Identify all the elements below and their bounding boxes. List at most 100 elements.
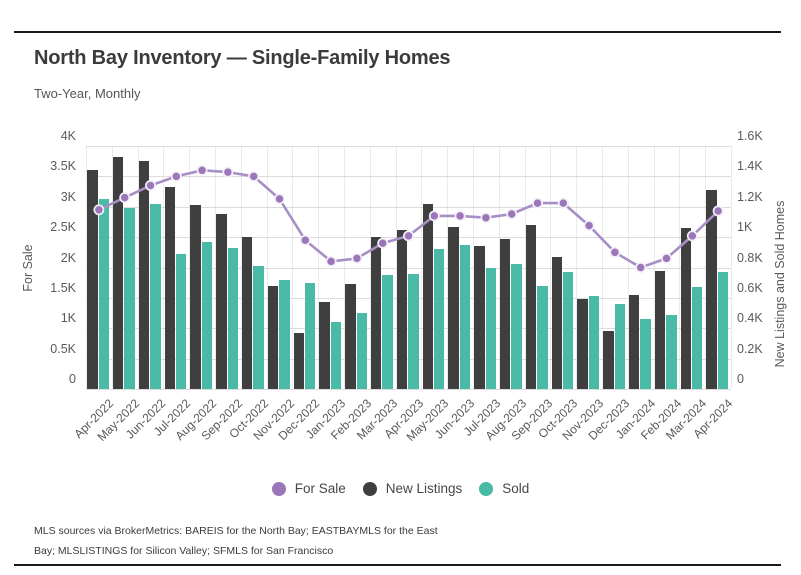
bar-sold [98, 199, 109, 389]
legend-label: For Sale [294, 481, 346, 496]
bar-new-listings [551, 256, 562, 389]
bar-new-listings [164, 187, 175, 389]
bar-new-listings [680, 228, 691, 389]
right-axis-tick-label: 0 [737, 372, 744, 386]
bar-new-listings [422, 203, 433, 389]
bar-sold [201, 241, 213, 389]
bar-sold [692, 287, 703, 389]
gridline-horizontal [86, 146, 731, 147]
chart-title: North Bay Inventory — Single-Family Home… [34, 47, 451, 69]
bar-new-listings [396, 229, 408, 389]
gridline-horizontal [86, 389, 731, 390]
gridline-vertical [731, 146, 732, 389]
bar-new-listings [500, 238, 511, 389]
bar-sold [382, 275, 393, 389]
for-sale-point [222, 166, 234, 178]
for-sale-point [506, 208, 518, 220]
right-axis-tick-label: 0.2K [737, 341, 763, 356]
legend-label: Sold [502, 481, 530, 496]
for-sale-point [635, 262, 647, 273]
right-axis-tick-label: 0.8K [737, 250, 763, 265]
left-axis-tick-label: 4K [60, 129, 76, 143]
for-sale-point [686, 230, 698, 242]
legend-item-sold: Sold [479, 481, 529, 496]
bar-new-listings [706, 190, 717, 389]
chart-legend: For Sale New Listings Sold [0, 481, 801, 496]
bar-sold [279, 279, 290, 389]
for-sale-point [583, 220, 595, 232]
bar-sold [124, 208, 135, 389]
bar-sold [511, 264, 522, 389]
right-axis-tick-label: 0.6K [737, 280, 763, 295]
bar-new-listings [267, 285, 279, 389]
chart-subtitle: Two-Year, Monthly [34, 86, 141, 101]
bar-sold [563, 272, 574, 389]
for-sale-point [119, 192, 131, 204]
gridline-horizontal [86, 267, 731, 269]
left-axis-tick-label: 2.5K [50, 220, 76, 235]
bar-sold [356, 313, 367, 389]
bar-sold [305, 282, 316, 389]
for-sale-legend-marker [271, 481, 286, 496]
bar-sold [614, 303, 625, 389]
for-sale-point [299, 234, 311, 246]
bar-sold [717, 272, 729, 389]
for-sale-point [93, 204, 105, 216]
for-sale-point [557, 197, 569, 209]
new-listings-legend-marker [362, 481, 377, 496]
bar-new-listings [603, 331, 614, 389]
bar-sold [588, 296, 600, 389]
source-note-line-2: Bay; MLSLISTINGS for Silicon Valley; SFM… [34, 545, 334, 557]
for-sale-line [98, 168, 720, 269]
bar-sold [434, 249, 445, 389]
top-divider [14, 31, 781, 33]
for-sale-line-layer [93, 164, 724, 273]
for-sale-point [351, 252, 363, 264]
for-sale-point [480, 212, 492, 224]
legend-label: New Listings [385, 481, 463, 496]
bar-sold [459, 244, 471, 389]
gridline-horizontal [86, 206, 731, 208]
for-sale-point [248, 170, 260, 182]
bar-new-listings [293, 332, 304, 389]
for-sale-point [712, 205, 724, 217]
bar-new-listings [242, 237, 253, 389]
sold-legend-marker [479, 481, 494, 496]
left-axis-tick-label: 3.5K [50, 159, 76, 174]
bar-new-listings [345, 284, 356, 389]
left-axis-tick-label: 0 [69, 372, 76, 386]
right-axis-tick-label: 1.2K [737, 189, 763, 204]
bar-sold [227, 247, 238, 389]
bar-new-listings [371, 237, 382, 389]
bar-new-listings [474, 246, 485, 389]
right-axis-tick-label: 0.4K [737, 311, 763, 326]
bar-sold [485, 267, 496, 389]
bar-sold [150, 203, 161, 389]
left-axis-tick-label: 1.5K [50, 280, 76, 295]
for-sale-point [325, 255, 337, 267]
legend-item-for-sale: For Sale [271, 481, 346, 496]
left-axis-tick-label: 0.5K [50, 341, 76, 356]
bar-new-listings [138, 161, 150, 389]
bar-new-listings [113, 156, 124, 389]
bar-sold [253, 265, 264, 389]
plot-area [86, 146, 732, 390]
bar-new-listings [448, 226, 459, 389]
bar-new-listings [190, 205, 201, 389]
for-sale-point [145, 180, 156, 191]
bar-sold [408, 273, 419, 389]
right-axis-tick-label: 1K [737, 220, 753, 235]
left-axis-tick-label: 1K [60, 311, 76, 326]
legend-item-new-listings: New Listings [362, 481, 463, 496]
right-axis-tick-label: 1.4K [737, 159, 763, 174]
right-axis-tick-label: 1.6K [737, 129, 763, 143]
bar-sold [537, 285, 548, 389]
bar-sold [640, 319, 651, 389]
for-sale-point [454, 210, 466, 222]
bar-sold [330, 322, 342, 389]
bottom-divider [14, 564, 781, 566]
bar-new-listings [319, 302, 330, 389]
for-sale-point [609, 246, 621, 258]
for-sale-point [403, 230, 414, 242]
